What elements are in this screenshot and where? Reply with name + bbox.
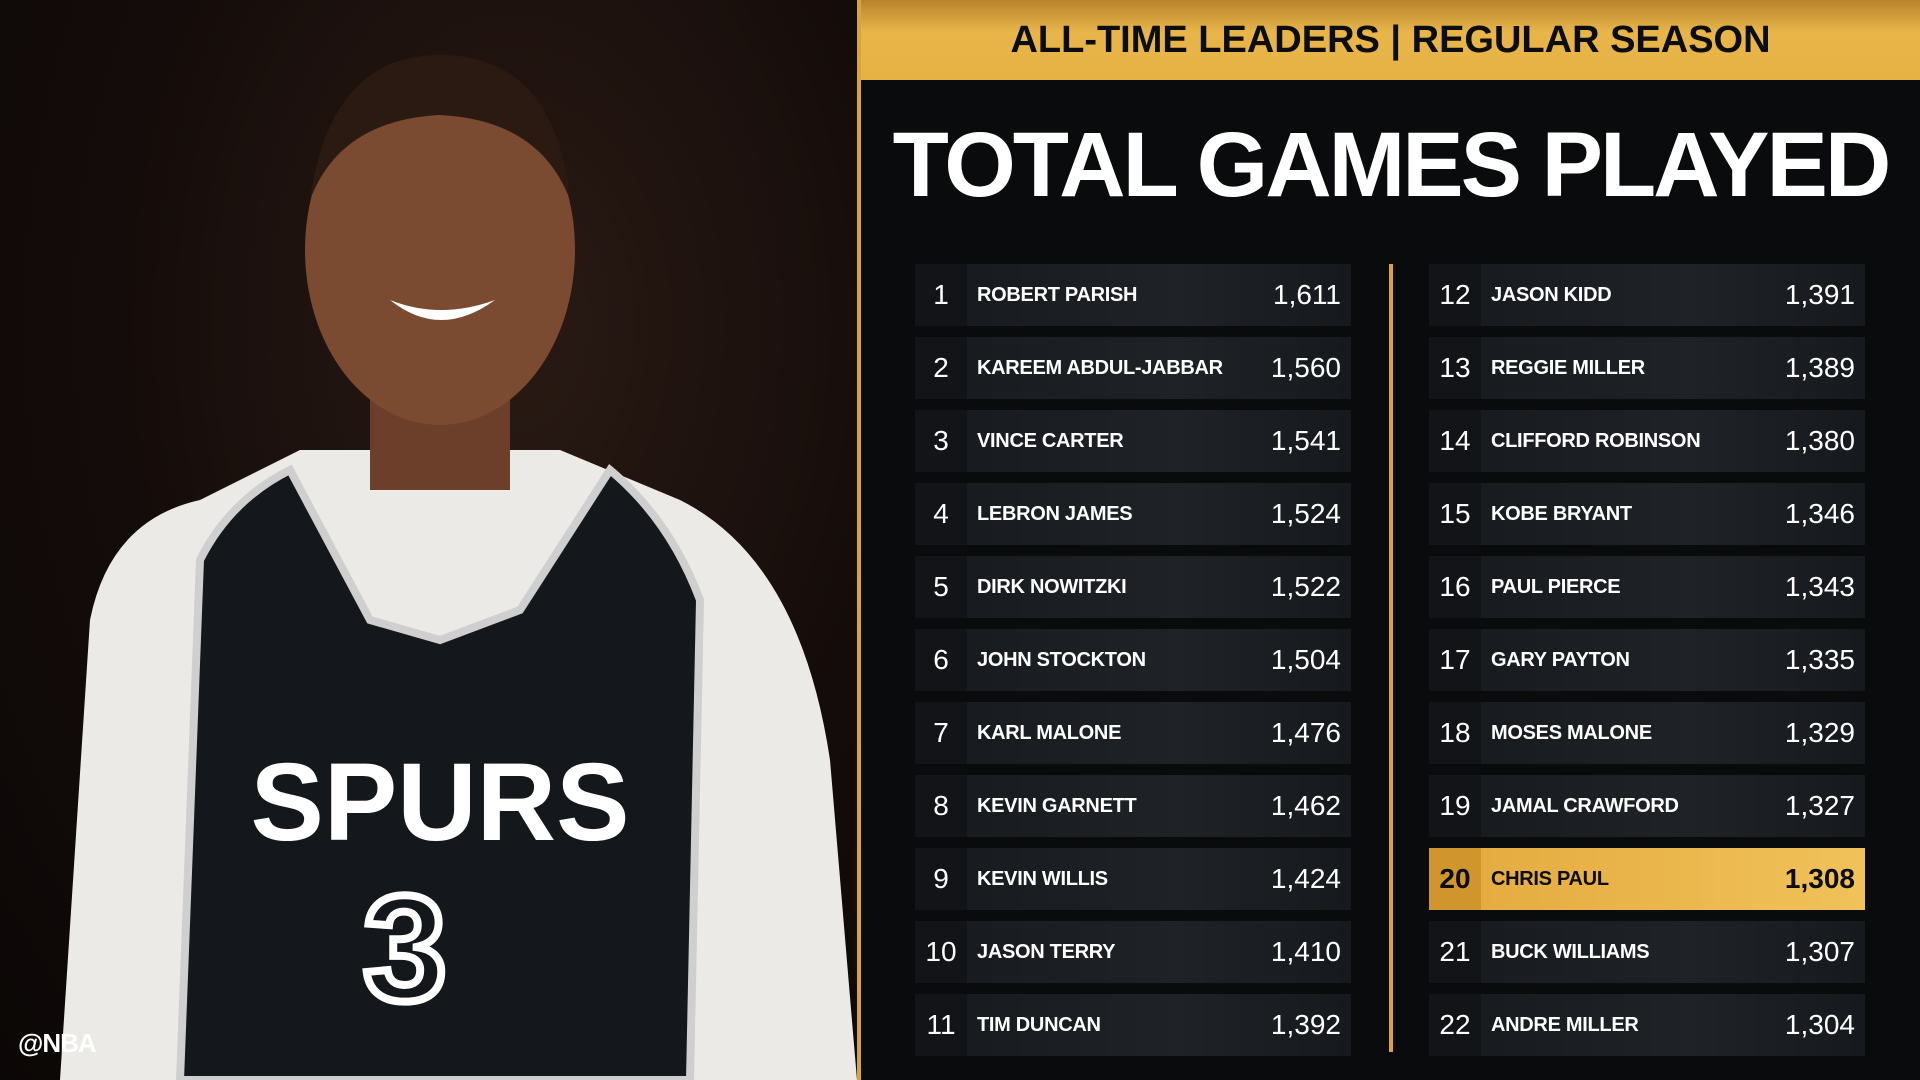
player-name: GARY PAYTON	[1491, 648, 1630, 671]
games-value: 1,541	[1270, 425, 1341, 456]
rank: 17	[1429, 629, 1481, 691]
leader-row: 10 JASON TERRY 1,410	[915, 921, 1351, 983]
rank: 16	[1429, 556, 1481, 618]
rank: 14	[1429, 410, 1481, 472]
games-value: 1,410	[1270, 936, 1341, 967]
rank: 22	[1429, 994, 1481, 1056]
player-name: ANDRE MILLER	[1491, 1013, 1639, 1036]
player-name: JOHN STOCKTON	[977, 648, 1146, 671]
leader-row: 2 KAREEM ABDUL-JABBAR 1,560	[915, 337, 1351, 399]
leader-row: 1 ROBERT PARISH 1,611	[915, 264, 1351, 326]
leader-row: 6 JOHN STOCKTON 1,504	[915, 629, 1351, 691]
games-value: 1,307	[1784, 936, 1855, 967]
rank: 11	[915, 994, 967, 1056]
leader-row: 9 KEVIN WILLIS 1,424	[915, 848, 1351, 910]
games-value: 1,611	[1273, 279, 1341, 310]
subtitle: ALL-TIME LEADERS | REGULAR SEASON	[1010, 18, 1771, 61]
rank: 6	[915, 629, 967, 691]
games-value: 1,504	[1270, 644, 1341, 675]
player-name: KEVIN WILLIS	[977, 867, 1108, 890]
rank: 4	[915, 483, 967, 545]
column-divider	[1389, 264, 1393, 1052]
rank: 8	[915, 775, 967, 837]
player-name: DIRK NOWITZKI	[977, 575, 1127, 598]
leader-row: 4 LEBRON JAMES 1,524	[915, 483, 1351, 545]
leader-row: 7 KARL MALONE 1,476	[915, 702, 1351, 764]
player-name: ROBERT PARISH	[977, 283, 1138, 306]
player-name: REGGIE MILLER	[1491, 356, 1645, 379]
leader-row: 11 TIM DUNCAN 1,392	[915, 994, 1351, 1056]
player-name: MOSES MALONE	[1491, 721, 1652, 744]
player-name: KARL MALONE	[977, 721, 1122, 744]
leader-row: 3 VINCE CARTER 1,541	[915, 410, 1351, 472]
rank: 19	[1429, 775, 1481, 837]
leader-row: 16 PAUL PIERCE 1,343	[1429, 556, 1865, 618]
rank: 10	[915, 921, 967, 983]
leader-row: 22 ANDRE MILLER 1,304	[1429, 994, 1865, 1056]
games-value: 1,476	[1270, 717, 1341, 748]
rank: 15	[1429, 483, 1481, 545]
games-value: 1,522	[1270, 571, 1341, 602]
leader-row: 18 MOSES MALONE 1,329	[1429, 702, 1865, 764]
leader-row: 13 REGGIE MILLER 1,389	[1429, 337, 1865, 399]
player-name: CLIFFORD ROBINSON	[1491, 429, 1701, 452]
nba-watermark: @NBA	[18, 1028, 97, 1058]
games-value: 1,462	[1270, 790, 1341, 821]
rank: 3	[915, 410, 967, 472]
leader-row: 19 JAMAL CRAWFORD 1,327	[1429, 775, 1865, 837]
player-name: TIM DUNCAN	[977, 1013, 1101, 1036]
rank: 9	[915, 848, 967, 910]
games-value: 1,380	[1784, 425, 1855, 456]
games-value: 1,391	[1784, 279, 1855, 310]
player-name: KOBE BRYANT	[1491, 502, 1632, 525]
leader-row: 17 GARY PAYTON 1,335	[1429, 629, 1865, 691]
player-name: BUCK WILLIAMS	[1491, 940, 1650, 963]
leader-row: 15 KOBE BRYANT 1,346	[1429, 483, 1865, 545]
games-value: 1,304	[1784, 1009, 1855, 1040]
player-name: JASON KIDD	[1491, 283, 1612, 306]
player-photo: SPURS 3 @NBA	[0, 0, 857, 1080]
player-name: KEVIN GARNETT	[977, 794, 1137, 817]
rank: 13	[1429, 337, 1481, 399]
leader-row: 5 DIRK NOWITZKI 1,522	[915, 556, 1351, 618]
rank: 18	[1429, 702, 1481, 764]
leader-row: 20 CHRIS PAUL 1,308	[1429, 848, 1865, 910]
games-value: 1,346	[1784, 498, 1855, 529]
player-name: JASON TERRY	[977, 940, 1116, 963]
games-value: 1,327	[1784, 790, 1855, 821]
player-name: VINCE CARTER	[977, 429, 1124, 452]
games-value: 1,329	[1784, 717, 1855, 748]
games-value: 1,524	[1270, 498, 1341, 529]
games-value: 1,392	[1270, 1009, 1341, 1040]
player-name: PAUL PIERCE	[1491, 575, 1621, 598]
leader-row: 21 BUCK WILLIAMS 1,307	[1429, 921, 1865, 983]
games-value: 1,308	[1784, 863, 1855, 894]
header-bar: ALL-TIME LEADERS | REGULAR SEASON	[861, 0, 1920, 80]
rank: 7	[915, 702, 967, 764]
leader-row: 8 KEVIN GARNETT 1,462	[915, 775, 1351, 837]
rank: 20	[1429, 848, 1481, 910]
jersey-text: SPURS	[251, 741, 630, 864]
games-value: 1,335	[1784, 644, 1855, 675]
rank: 1	[915, 264, 967, 326]
games-value: 1,424	[1270, 863, 1341, 894]
jersey-number: 3	[363, 864, 446, 1032]
player-name: KAREEM ABDUL-JABBAR	[977, 356, 1223, 379]
player-name: LEBRON JAMES	[977, 502, 1133, 525]
games-value: 1,560	[1270, 352, 1341, 383]
rank: 2	[915, 337, 967, 399]
rank: 5	[915, 556, 967, 618]
player-illustration: SPURS 3	[60, 55, 857, 1080]
rank: 21	[1429, 921, 1481, 983]
leader-row: 14 CLIFFORD ROBINSON 1,380	[1429, 410, 1865, 472]
page-title: TOTAL GAMES PLAYED	[892, 113, 1892, 216]
gold-border	[857, 0, 861, 1080]
player-name: JAMAL CRAWFORD	[1491, 794, 1679, 817]
rank: 12	[1429, 264, 1481, 326]
player-name: CHRIS PAUL	[1491, 867, 1609, 890]
games-value: 1,389	[1784, 352, 1855, 383]
leader-row: 12 JASON KIDD 1,391	[1429, 264, 1865, 326]
games-value: 1,343	[1784, 571, 1855, 602]
